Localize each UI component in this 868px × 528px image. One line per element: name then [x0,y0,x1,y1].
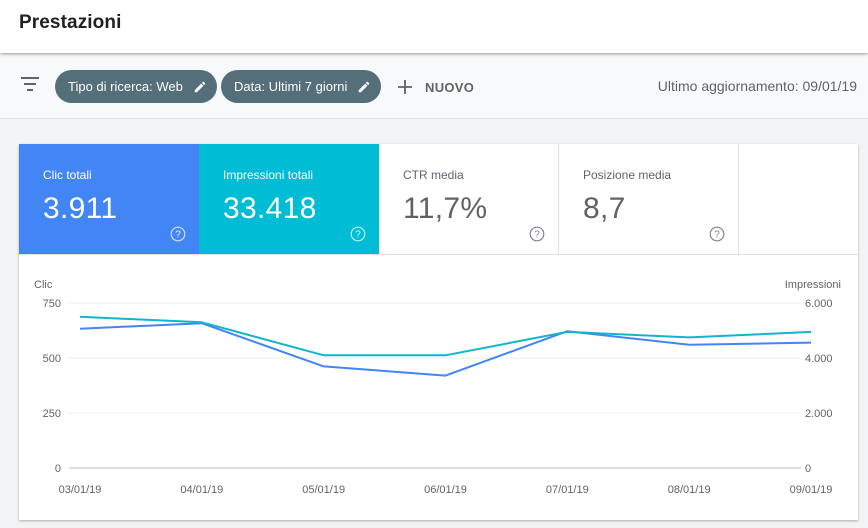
left-tick-label: 750 [43,298,61,310]
metric-total-impressions[interactable]: Impressioni totali 33.418 ? [199,144,379,254]
last-updated-text: Ultimo aggiornamento: 09/01/19 [657,78,857,94]
date-filter-chip[interactable]: Data: Ultimi 7 giorni [221,70,382,103]
help-icon[interactable]: ? [709,226,725,242]
right-axis-title: Impressioni [785,279,841,291]
metric-label: CTR media [403,168,464,182]
x-tick-label: 07/01/19 [546,484,589,496]
svg-text:?: ? [175,230,181,241]
metric-value: 11,7% [403,192,488,225]
search-type-filter-chip[interactable]: Tipo di ricerca: Web [55,70,217,103]
left-tick-label: 500 [43,353,61,365]
x-tick-label: 03/01/19 [59,484,102,496]
x-tick-label: 09/01/19 [790,484,833,496]
metric-label: Posizione media [583,168,672,182]
metric-value: 8,7 [583,192,626,225]
left-axis-title: Clic [34,279,53,291]
right-tick-label: 6.000 [805,298,833,310]
x-tick-label: 05/01/19 [302,484,345,496]
svg-text:?: ? [355,230,361,241]
help-icon[interactable]: ? [529,226,545,242]
x-tick-label: 06/01/19 [424,484,467,496]
metric-average-ctr[interactable]: CTR media 11,7% ? [379,144,559,254]
performance-card: Clic totali 3.911 ? Impressioni totali 3… [19,144,858,520]
plus-icon [398,80,412,94]
right-tick-label: 2.000 [805,408,833,420]
right-tick-label: 4.000 [805,353,833,365]
right-tick-label: 0 [805,463,811,475]
filter-icon[interactable] [21,77,39,91]
x-tick-label: 08/01/19 [668,484,711,496]
pencil-icon[interactable] [193,80,207,94]
page-title: Prestazioni [19,12,122,33]
series-line-clic[interactable] [79,322,812,377]
metric-value: 3.911 [43,192,118,225]
filter-bar: Tipo di ricerca: Web Data: Ultimi 7 gior… [0,53,868,119]
chip-label: Data: Ultimi 7 giorni [234,79,348,94]
series-line-impressioni[interactable] [79,315,812,357]
chip-label: Tipo di ricerca: Web [68,79,183,94]
metric-total-clicks[interactable]: Clic totali 3.911 ? [19,144,199,254]
pencil-icon[interactable] [357,80,371,94]
metric-label: Impressioni totali [223,168,314,182]
performance-chart: Clic Impressioni 0 250 500 750 0 2.000 4.000 6… [34,279,841,496]
metric-value: 33.418 [223,192,317,225]
new-filter-button[interactable]: NUOVO [397,77,474,97]
svg-text:?: ? [714,230,720,241]
left-tick-label: 250 [43,408,61,420]
x-tick-label: 04/01/19 [180,484,223,496]
help-icon[interactable]: ? [350,226,366,242]
svg-text:?: ? [534,230,540,241]
metric-average-position[interactable]: Posizione media 8,7 ? [559,144,739,254]
page-header: Prestazioni [0,0,868,53]
divider [19,254,858,255]
metric-label: Clic totali [43,168,92,182]
new-filter-label: NUOVO [425,79,475,95]
help-icon[interactable]: ? [170,226,186,242]
left-tick-label: 0 [55,463,61,475]
